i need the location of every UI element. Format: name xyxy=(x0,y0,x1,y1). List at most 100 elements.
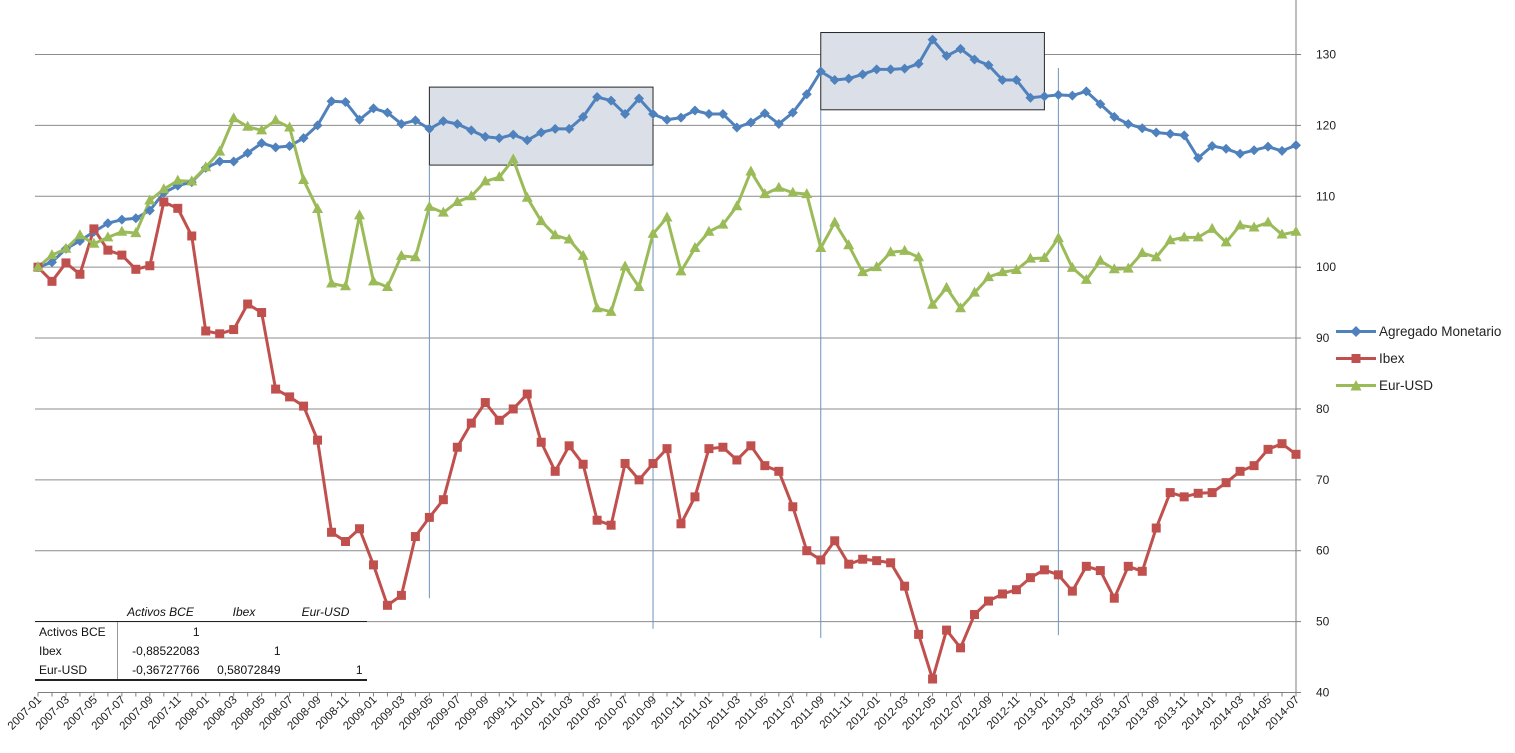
data-point xyxy=(1094,254,1106,265)
table-cell: -0,36727766 xyxy=(117,660,204,681)
data-point xyxy=(229,325,239,335)
data-point xyxy=(508,404,518,414)
data-point xyxy=(634,475,644,485)
data-point xyxy=(717,109,728,120)
data-point xyxy=(731,122,742,133)
data-point xyxy=(1136,246,1148,257)
data-point xyxy=(1025,573,1035,583)
y-tick-label: 50 xyxy=(1316,615,1330,629)
data-point xyxy=(452,442,462,452)
legend-entry: Eur-USD xyxy=(1336,372,1514,399)
data-point xyxy=(1164,234,1176,245)
data-point xyxy=(284,121,296,132)
data-point xyxy=(1011,585,1021,595)
row-label: Ibex xyxy=(35,641,118,660)
data-point xyxy=(1151,523,1161,533)
data-point xyxy=(494,415,504,425)
data-point xyxy=(298,173,310,184)
data-point xyxy=(885,246,897,257)
data-point xyxy=(1234,219,1246,230)
data-point xyxy=(1277,439,1287,449)
data-point xyxy=(536,437,546,447)
data-point xyxy=(424,123,435,134)
data-point xyxy=(145,261,155,271)
data-point xyxy=(1109,593,1119,603)
data-point xyxy=(327,527,337,537)
data-point xyxy=(451,195,463,206)
correlation-table: Activos BCE Ibex Eur-USD Activos BCE 1 I… xyxy=(35,602,367,681)
y-tick-label: 110 xyxy=(1316,189,1335,203)
data-point xyxy=(437,206,449,217)
data-point xyxy=(662,444,672,454)
table-row: Eur-USD -0,36727766 0,58072849 1 xyxy=(35,660,367,681)
data-point xyxy=(1277,145,1288,156)
table-cell xyxy=(204,622,285,642)
data-point xyxy=(606,520,616,530)
data-point xyxy=(633,281,645,292)
data-point xyxy=(102,231,114,242)
data-point xyxy=(1025,92,1036,103)
data-point xyxy=(731,200,743,211)
data-point xyxy=(1221,143,1232,154)
data-point xyxy=(690,492,700,502)
data-point xyxy=(32,261,44,272)
legend-swatch-diamond xyxy=(1336,326,1376,337)
data-point xyxy=(173,203,183,213)
data-point xyxy=(578,111,589,122)
data-point xyxy=(1276,228,1288,239)
data-point xyxy=(1122,262,1134,273)
data-point xyxy=(788,502,798,512)
data-point xyxy=(1249,461,1259,471)
data-point xyxy=(284,140,295,151)
data-point xyxy=(816,555,826,565)
data-point xyxy=(144,205,155,216)
data-point xyxy=(508,129,519,140)
data-point xyxy=(1151,127,1162,138)
data-point xyxy=(815,242,827,253)
data-point xyxy=(74,229,86,240)
data-point xyxy=(1150,251,1162,262)
data-point xyxy=(465,190,477,201)
data-point xyxy=(312,120,323,131)
data-point xyxy=(1235,466,1245,476)
data-point xyxy=(1067,586,1077,596)
data-point xyxy=(997,589,1007,599)
data-point xyxy=(900,581,910,591)
series-line xyxy=(37,38,1297,269)
data-point xyxy=(1235,148,1246,159)
data-point xyxy=(354,114,365,125)
data-point xyxy=(299,401,309,411)
data-point xyxy=(313,435,323,445)
data-point xyxy=(1178,231,1190,242)
data-point xyxy=(103,245,113,255)
data-point xyxy=(1039,565,1049,575)
data-point xyxy=(605,305,617,316)
data-point xyxy=(927,298,939,309)
data-point xyxy=(1220,236,1232,247)
data-point xyxy=(215,329,225,339)
data-point xyxy=(1108,263,1120,274)
data-point xyxy=(89,224,99,234)
data-point xyxy=(466,418,476,428)
highlight-box xyxy=(428,86,654,166)
data-point xyxy=(563,233,575,244)
data-point xyxy=(689,105,700,116)
data-point xyxy=(1249,145,1260,156)
data-point xyxy=(1095,566,1105,576)
table-cell: 0,58072849 xyxy=(203,660,285,681)
data-point xyxy=(424,512,434,522)
data-point xyxy=(368,103,379,114)
y-tick-label: 70 xyxy=(1316,473,1330,487)
table-cell: 1 xyxy=(192,624,200,639)
data-point xyxy=(131,264,141,274)
data-point xyxy=(200,161,212,172)
data-point xyxy=(88,237,100,248)
data-point xyxy=(857,266,869,277)
data-point xyxy=(522,389,532,399)
data-point xyxy=(941,281,953,292)
data-point xyxy=(1137,123,1148,134)
legend-entry: Ibex xyxy=(1336,345,1514,372)
data-point xyxy=(1137,566,1147,576)
